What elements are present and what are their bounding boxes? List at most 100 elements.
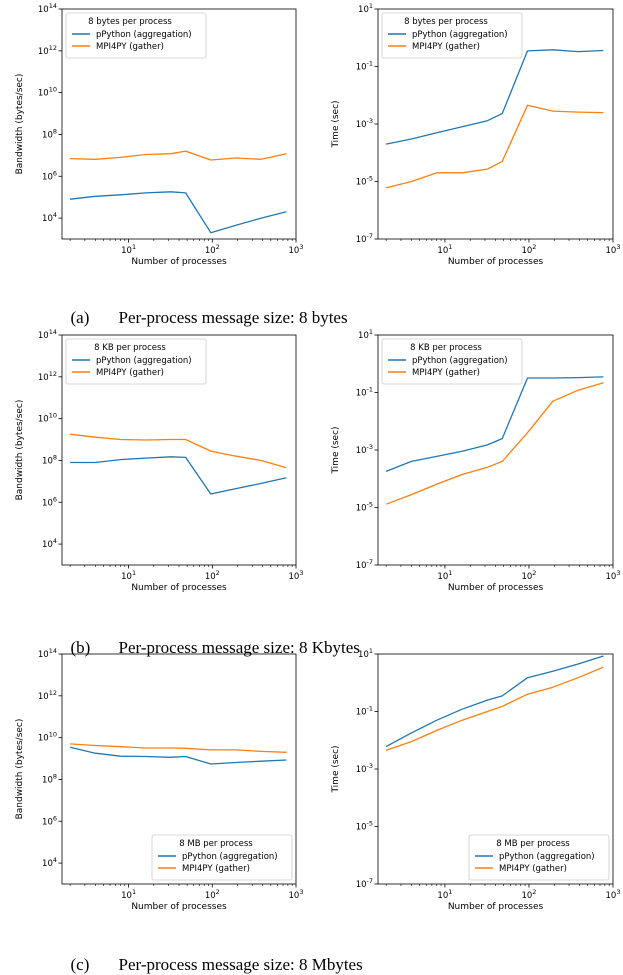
x-axis-label: Number of processes (448, 257, 544, 267)
legend-title: 8 MB per process (496, 839, 570, 849)
x-tick-label: 102 (521, 888, 536, 901)
x-tick-label: 101 (121, 888, 136, 901)
y-tick-label: 108 (42, 453, 57, 466)
y-tick-label: 106 (42, 495, 57, 508)
series-line-mpi4py (70, 433, 287, 469)
y-tick-label: 106 (42, 814, 57, 827)
y-tick-label: 1014 (38, 328, 57, 341)
y-tick-label: 101 (358, 647, 373, 660)
y-tick-label: 104 (42, 211, 57, 224)
y-tick-label: 1010 (38, 731, 57, 744)
legend-title: 8 bytes per process (404, 17, 488, 27)
legend-title: 8 KB per process (410, 343, 482, 353)
x-axis-label: Number of processes (131, 257, 227, 267)
caption-a-text: Per-process message size: 8 bytes (118, 308, 348, 327)
series-line-ppython (70, 456, 287, 495)
y-tick-label: 10-5 (356, 501, 373, 514)
legend-label: pPython (aggregation) (182, 852, 278, 862)
y-tick-label: 10-5 (356, 175, 373, 188)
y-tick-label: 108 (42, 127, 57, 140)
legend-box (381, 338, 523, 385)
x-tick-label: 102 (521, 569, 536, 582)
series-line-ppython (385, 376, 604, 473)
legend-box (151, 834, 293, 881)
x-tick-label: 103 (289, 569, 304, 582)
plot-frame (377, 653, 614, 885)
series-line-mpi4py (385, 666, 604, 751)
x-tick-label: 102 (205, 888, 220, 901)
legend-label: MPI4PY (gather) (412, 368, 480, 378)
series-line-ppython (70, 191, 287, 234)
x-tick-label: 103 (289, 888, 304, 901)
legend-label: MPI4PY (gather) (96, 368, 164, 378)
legend: 8 MB per process pPython (aggregation) MPI… (468, 834, 610, 881)
y-tick-label: 101 (358, 2, 373, 15)
caption-b: (b) Per-process message size: 8 Kbytes (62, 618, 360, 658)
y-tick-label: 10-7 (356, 877, 373, 890)
y-tick-label: 10-7 (356, 232, 373, 245)
x-tick-label: 101 (121, 243, 136, 256)
legend: 8 bytes per process pPython (aggregation)… (65, 12, 207, 59)
caption-c: (c) Per-process message size: 8 Mbytes (62, 935, 363, 975)
legend-label: MPI4PY (gather) (182, 864, 250, 874)
y-tick-label: 10-3 (356, 117, 373, 130)
x-tick-label: 101 (437, 888, 452, 901)
legend-label: pPython (aggregation) (499, 852, 595, 862)
x-tick-label: 102 (205, 243, 220, 256)
x-tick-label: 103 (289, 243, 304, 256)
x-axis-label: Number of processes (448, 902, 544, 912)
y-tick-label: 10-7 (356, 558, 373, 571)
plot-frame (377, 8, 614, 240)
chart-panel-3: 101 102 103 104 106 108 1010 1012 1014 Number of … (15, 328, 303, 593)
y-tick-label: 104 (42, 856, 57, 869)
x-tick-label: 101 (437, 243, 452, 256)
x-tick-label: 103 (606, 888, 621, 901)
y-tick-label: 1010 (38, 86, 57, 99)
y-axis-label: Bandwidth (bytes/sec) (15, 400, 25, 501)
x-axis-label: Number of processes (131, 902, 227, 912)
legend-box (65, 12, 207, 59)
y-tick-label: 1014 (38, 647, 57, 660)
series-line-mpi4py (70, 743, 287, 753)
legend-box (468, 834, 610, 881)
y-tick-label: 10-5 (356, 820, 373, 833)
y-tick-label: 101 (358, 328, 373, 341)
x-tick-label: 101 (121, 569, 136, 582)
legend-box (65, 338, 207, 385)
legend-label: MPI4PY (gather) (96, 42, 164, 52)
caption-b-tag: (b) (70, 638, 91, 657)
legend: 8 MB per process pPython (aggregation) MPI… (151, 834, 293, 881)
legend-title: 8 MB per process (179, 839, 253, 849)
series-line-ppython (385, 655, 604, 748)
series-line-ppython (69, 746, 287, 765)
plot-frame (61, 653, 297, 885)
legend-label: MPI4PY (gather) (412, 42, 480, 52)
legend-label: pPython (aggregation) (96, 30, 192, 40)
caption-c-tag: (c) (70, 955, 90, 974)
y-tick-label: 108 (42, 772, 57, 785)
legend-box (381, 12, 523, 59)
x-tick-label: 102 (205, 569, 220, 582)
y-axis-label: Bandwidth (bytes/sec) (15, 74, 25, 175)
x-tick-label: 101 (437, 569, 452, 582)
y-axis-label: Bandwidth (bytes/sec) (15, 719, 25, 820)
y-tick-label: 1012 (38, 44, 57, 57)
series-line-mpi4py (385, 104, 604, 189)
y-axis-label: Time (sec) (331, 745, 341, 793)
y-tick-label: 1014 (38, 2, 57, 15)
y-tick-label: 10-3 (356, 762, 373, 775)
y-tick-label: 10-1 (356, 60, 373, 73)
legend-title: 8 bytes per process (88, 17, 172, 27)
caption-b-text: Per-process message size: 8 Kbytes (118, 638, 360, 657)
x-tick-label: 103 (606, 569, 621, 582)
legend-label: pPython (aggregation) (96, 356, 192, 366)
legend-label: MPI4PY (gather) (499, 864, 567, 874)
series-line-mpi4py (70, 150, 287, 161)
y-tick-label: 10-3 (356, 443, 373, 456)
series-line-mpi4py (385, 382, 604, 505)
x-axis-label: Number of processes (131, 583, 227, 593)
series-line-ppython (385, 49, 604, 145)
